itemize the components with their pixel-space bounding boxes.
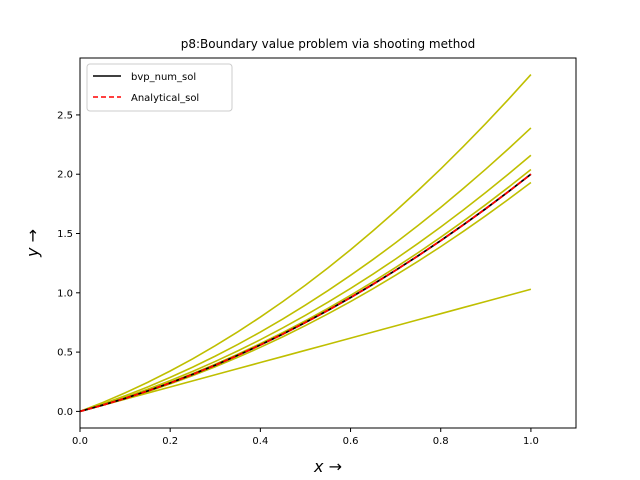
series-line-shooting-guess-1 [80,74,532,413]
x-axis-label: x → [313,457,342,476]
plot-area [79,57,577,429]
x-axis-ticks: 0.0 0.2 0.4 0.6 0.8 1.0 [72,428,539,447]
series-line-shooting-guess-2 [80,127,532,413]
chart-title: p8:Boundary value problem via shooting m… [181,37,476,51]
x-tick-label: 0.0 [72,436,88,447]
y-axis-ticks: 0.0 0.5 1.0 1.5 2.0 2.5 [57,110,80,418]
x-tick-label: 0.2 [162,436,178,447]
series-line-analytical-sol [80,173,532,413]
y-tick-label: 2.5 [57,110,73,121]
series-group [80,74,532,413]
series-line-shooting-guess-3 [80,154,532,413]
y-axis-label: y → [23,229,42,258]
y-tick-label: 2.0 [57,170,73,181]
legend: bvp_num_sol Analytical_sol [86,63,233,112]
y-tick-label: 0.0 [57,407,73,418]
y-tick-label: 1.5 [57,229,73,240]
x-tick-label: 0.4 [252,436,268,447]
axes-frame [79,57,577,429]
legend-box [86,63,233,112]
legend-label-bvp-num-sol: bvp_num_sol [131,72,196,83]
x-tick-label: 0.8 [433,436,449,447]
y-tick-label: 1.0 [57,288,73,299]
series-line-shooting-guess-6 [80,288,532,413]
y-tick-label: 0.5 [57,348,73,359]
legend-label-analytical-sol: Analytical_sol [131,93,199,104]
x-tick-label: 1.0 [523,436,539,447]
x-tick-label: 0.6 [343,436,359,447]
